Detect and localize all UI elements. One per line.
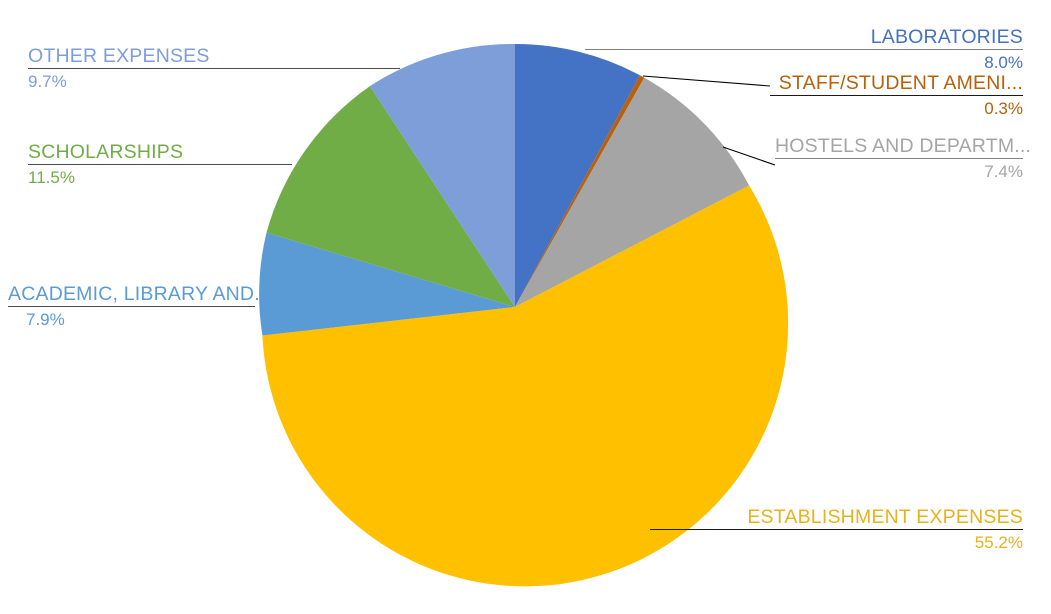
pie-label-hostels-and-departments[interactable]: HOSTELS AND DEPARTM... 7.4%	[775, 135, 1032, 183]
pie-slice-staff-student-amenities[interactable]	[515, 75, 645, 307]
pie-label-hostels-and-departments-title: HOSTELS AND DEPARTM...	[775, 135, 1032, 157]
pie-slice-laboratories[interactable]	[515, 43, 640, 308]
pie-label-academic-library-rule	[8, 306, 255, 307]
pie-label-hostels-and-departments-value: 7.4%	[984, 162, 1023, 181]
pie-label-academic-library-title: ACADEMIC, LIBRARY AND...	[8, 283, 272, 305]
pie-slice-academic-library[interactable]	[259, 232, 515, 336]
pie-slices	[259, 43, 789, 587]
pie-label-laboratories-rule	[585, 49, 1023, 50]
pie-label-staff-student-amenities-value: 0.3%	[984, 99, 1023, 118]
pie-label-academic-library[interactable]: ACADEMIC, LIBRARY AND... 7.9%	[8, 283, 272, 331]
pie-label-hostels-and-departments-rule	[775, 158, 1023, 159]
pie-label-staff-student-amenities[interactable]: STAFF/STUDENT AMENI... 0.3%	[770, 72, 1023, 120]
pie-slice-establishment-expenses[interactable]	[262, 185, 789, 587]
pie-label-scholarships-value: 11.5%	[28, 168, 75, 187]
pie-label-establishment-expenses-value: 55.2%	[974, 533, 1023, 552]
pie-label-scholarships[interactable]: SCHOLARSHIPS 11.5%	[28, 141, 292, 189]
pie-label-other-expenses-title: OTHER EXPENSES	[28, 45, 210, 67]
pie-label-other-expenses-rule	[28, 68, 400, 69]
pie-slice-hostels-and-departments[interactable]	[515, 77, 750, 307]
pie-label-scholarships-rule	[28, 164, 292, 165]
leader-line-hostels-and-departments	[722, 146, 776, 166]
pie-label-other-expenses-value: 9.7%	[28, 72, 67, 91]
pie-slice-scholarships[interactable]	[266, 86, 516, 307]
pie-label-laboratories-value: 8.0%	[984, 53, 1023, 72]
pie-label-other-expenses[interactable]: OTHER EXPENSES 9.7%	[28, 45, 400, 93]
pie-label-laboratories-title: LABORATORIES	[870, 26, 1023, 48]
pie-label-staff-student-amenities-title: STAFF/STUDENT AMENI...	[778, 72, 1023, 94]
leader-lines	[642, 75, 776, 166]
leader-line-staff-student-amenities	[642, 75, 771, 87]
pie-label-academic-library-value: 7.9%	[26, 310, 65, 329]
pie-label-staff-student-amenities-rule	[770, 95, 1023, 96]
pie-slice-other-expenses[interactable]	[369, 43, 515, 308]
pie-label-establishment-expenses-rule	[650, 529, 1023, 530]
pie-label-scholarships-title: SCHOLARSHIPS	[28, 141, 184, 163]
pie-label-laboratories[interactable]: LABORATORIES 8.0%	[585, 26, 1023, 74]
pie-label-establishment-expenses-title: ESTABLISHMENT EXPENSES	[747, 506, 1023, 528]
pie-label-establishment-expenses[interactable]: ESTABLISHMENT EXPENSES 55.2%	[650, 506, 1023, 554]
